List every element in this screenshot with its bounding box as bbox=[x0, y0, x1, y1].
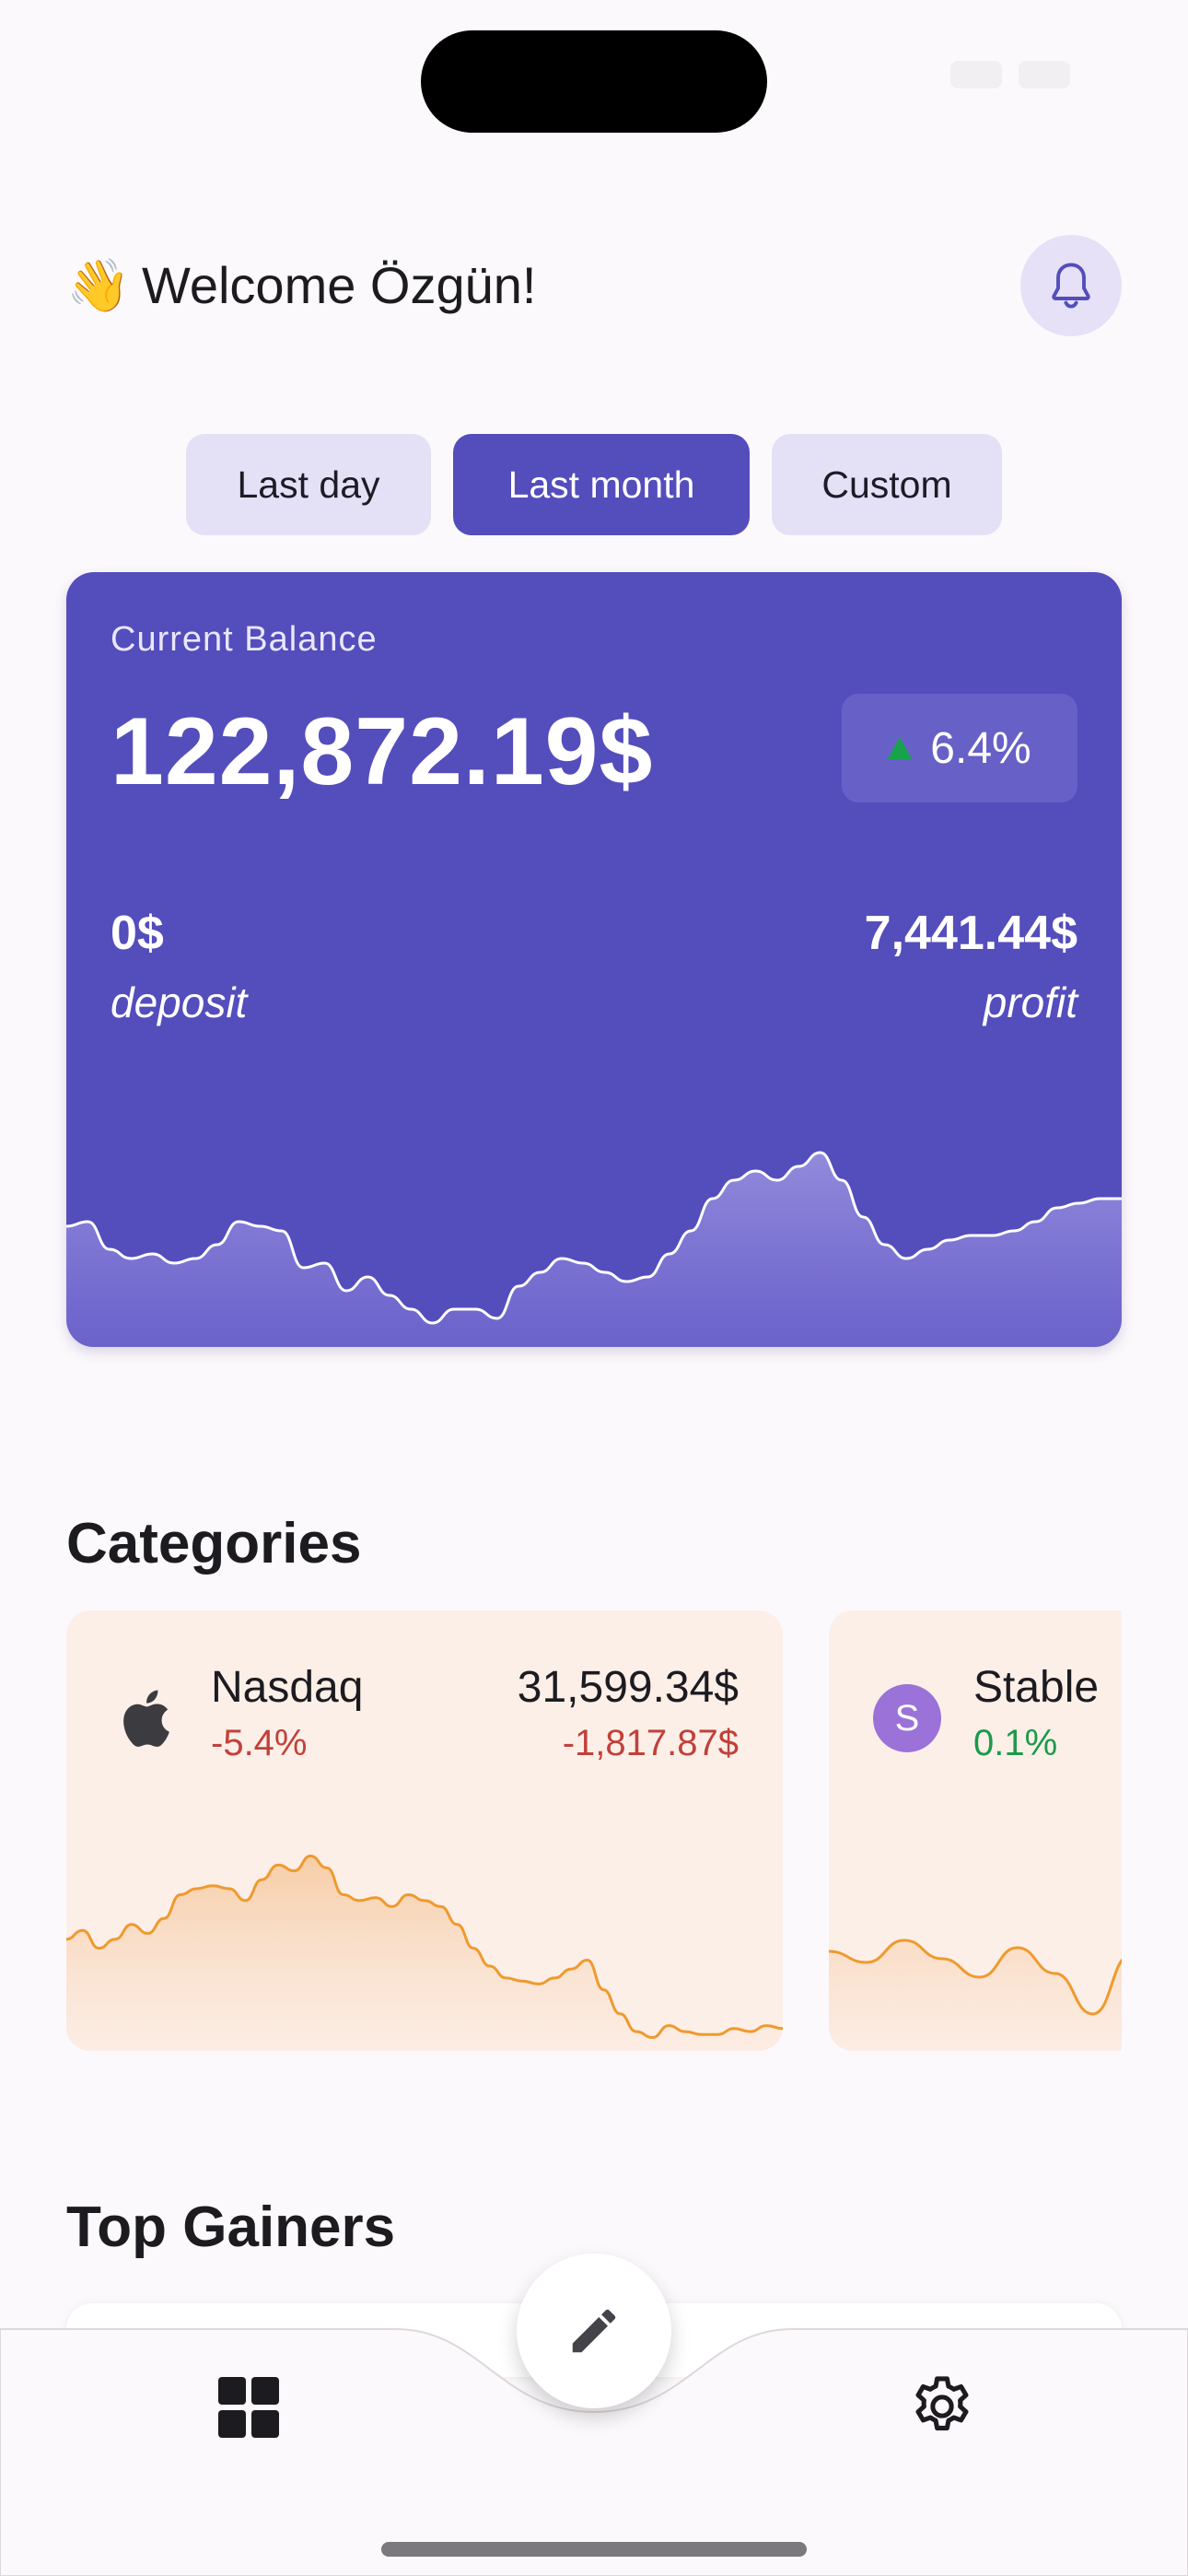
top-gainers-title: Top Gainers bbox=[66, 2195, 396, 2259]
header: 👋 Welcome Özgün! bbox=[66, 235, 1122, 336]
waving-hand-icon: 👋 bbox=[66, 256, 131, 314]
stable-area bbox=[829, 1940, 1122, 2051]
nasdaq-trend-chart bbox=[66, 1854, 783, 2051]
bottom-navigation bbox=[0, 2211, 1188, 2576]
category-card-stable[interactable]: S Stable 0.1% bbox=[829, 1610, 1122, 2051]
categories-title: Categories bbox=[66, 1512, 362, 1575]
profit-value: 7,441.44$ bbox=[864, 907, 1077, 960]
home-indicator bbox=[381, 2542, 807, 2557]
welcome-text: Welcome Özgün! bbox=[142, 256, 537, 314]
balance-change: 6.4% bbox=[930, 723, 1031, 773]
category-amount: 31,599.34$ bbox=[517, 1663, 739, 1712]
nav-background bbox=[0, 2328, 1188, 2576]
balance-change-badge: 6.4% bbox=[842, 694, 1077, 802]
stable-avatar: S bbox=[873, 1684, 941, 1752]
stable-logo: S bbox=[873, 1684, 941, 1752]
tab-last-day[interactable]: Last day bbox=[186, 434, 431, 535]
status-bar bbox=[0, 0, 1188, 147]
period-tabs: Last day Last month Custom bbox=[186, 434, 1002, 535]
apple-logo-icon bbox=[123, 1690, 169, 1747]
signal-icon bbox=[950, 61, 1002, 88]
deposit-value: 0$ bbox=[111, 907, 164, 960]
category-percent: -5.4% bbox=[211, 1723, 308, 1763]
balance-card[interactable]: Current Balance 122,872.19$ 6.4% 0$ depo… bbox=[66, 572, 1122, 1347]
category-name: Stable bbox=[973, 1663, 1100, 1712]
balance-line bbox=[66, 1151, 1122, 1325]
up-arrow-icon bbox=[888, 737, 913, 759]
category-name: Nasdaq bbox=[211, 1663, 364, 1712]
settings-button[interactable] bbox=[907, 2371, 977, 2441]
stable-trend-chart bbox=[829, 1938, 1122, 2051]
notifications-button[interactable] bbox=[1020, 235, 1122, 336]
balance-label: Current Balance bbox=[111, 620, 378, 659]
battery-icon bbox=[1019, 61, 1070, 88]
deposit-label: deposit bbox=[111, 978, 248, 1026]
pencil-icon bbox=[572, 2309, 616, 2353]
category-percent: 0.1% bbox=[973, 1723, 1058, 1763]
balance-trend-chart bbox=[66, 1151, 1122, 1347]
tab-last-month[interactable]: Last month bbox=[453, 434, 750, 535]
stable-line bbox=[829, 1938, 1122, 2016]
edit-fab-button[interactable] bbox=[517, 2254, 671, 2408]
dynamic-island bbox=[421, 30, 767, 133]
category-change: -1,817.87$ bbox=[562, 1723, 739, 1763]
categories-carousel[interactable]: Nasdaq -5.4% 31,599.34$ -1,817.87$ S Sta… bbox=[66, 1610, 1122, 2051]
profit-label: profit bbox=[983, 978, 1077, 1026]
tab-custom[interactable]: Custom bbox=[772, 434, 1002, 535]
nasdaq-area bbox=[66, 1856, 783, 2051]
grid-icon bbox=[218, 2377, 279, 2438]
home-button[interactable] bbox=[218, 2377, 279, 2438]
nasdaq-logo bbox=[111, 1684, 179, 1752]
status-icons bbox=[950, 61, 1070, 88]
category-card-nasdaq[interactable]: Nasdaq -5.4% 31,599.34$ -1,817.87$ bbox=[66, 1610, 783, 2051]
balance-area bbox=[66, 1153, 1122, 1347]
bell-icon bbox=[1052, 263, 1090, 309]
gear-icon bbox=[915, 2376, 969, 2430]
nasdaq-line bbox=[66, 1854, 783, 2040]
balance-value: 122,872.19$ bbox=[111, 698, 654, 805]
